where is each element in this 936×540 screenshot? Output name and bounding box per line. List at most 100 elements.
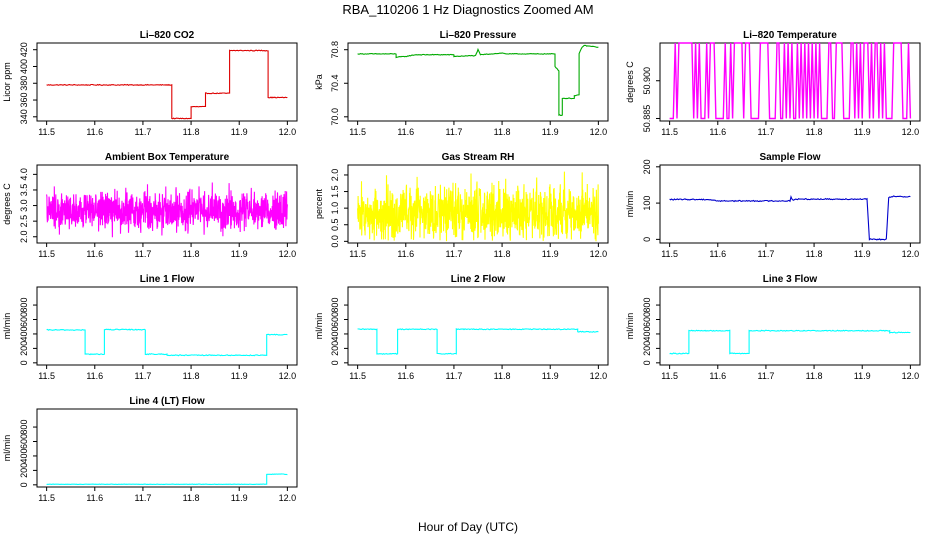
panel-7: Line 1 Flow ml/min 11.5 11.6 11.7 11.8 11.9 12.… (2, 274, 298, 381)
x-tick-label: 11.9 (542, 249, 559, 259)
plot-frame (347, 164, 609, 244)
y-tick-label: 600 (642, 312, 652, 327)
panel-4: Ambient Box Temperature degrees C 11.5 11.6… (2, 152, 298, 259)
y-tick-label: 3.0 (19, 199, 29, 212)
series-line (46, 328, 288, 357)
plot-frame (36, 164, 298, 244)
y-tick-label: 2.0 (330, 169, 340, 182)
x-tick-label: 11.6 (86, 249, 103, 259)
panel-8: Line 2 Flow ml/min 11.5 11.6 11.7 11.8 11.9 12.… (314, 274, 609, 381)
x-tick-label: 12.0 (590, 371, 608, 381)
y-axis-label: ml/min (625, 191, 635, 218)
y-tick-label: 600 (19, 312, 29, 327)
y-axis-label: degrees C (625, 61, 635, 103)
x-tick-label: 11.6 (86, 127, 103, 137)
x-tick-label: 11.9 (231, 249, 248, 259)
x-tick-label: 12.0 (279, 249, 297, 259)
series-line (46, 182, 288, 238)
panel-title: Li–820 CO2 (140, 30, 195, 41)
figure-title: RBA_110206 1 Hz Diagnostics Zoomed AM (342, 2, 593, 17)
y-tick-label: 200 (19, 341, 29, 356)
x-tick-label: 11.7 (445, 127, 462, 137)
y-tick-label: 420 (19, 42, 29, 57)
x-tick-label: 11.8 (806, 371, 823, 381)
x-tick-label: 12.0 (902, 371, 920, 381)
x-tick-label: 11.6 (709, 249, 726, 259)
x-tick-label: 11.6 (709, 127, 726, 137)
y-tick-label: 200 (642, 159, 652, 174)
x-tick-label: 12.0 (902, 249, 920, 259)
x-tick-label: 11.5 (661, 127, 678, 137)
panel-title: Line 2 Flow (451, 274, 506, 285)
x-tick-label: 11.7 (134, 493, 151, 503)
x-tick-label: 11.5 (349, 127, 366, 137)
panel-title: Line 3 Flow (763, 274, 818, 285)
x-tick-label: 11.8 (494, 371, 511, 381)
figure-xlabel: Hour of Day (UTC) (418, 520, 518, 534)
series-line (46, 49, 288, 120)
y-tick-label: 380 (19, 76, 29, 91)
y-tick-label: 400 (330, 326, 340, 341)
x-tick-label: 11.7 (134, 127, 151, 137)
x-tick-label: 11.5 (38, 127, 55, 137)
series-line (669, 42, 912, 120)
panel-title: Gas Stream RH (442, 152, 515, 163)
y-tick-label: 400 (19, 59, 29, 74)
x-tick-label: 11.9 (854, 371, 871, 381)
y-tick-label: 2.5 (19, 215, 29, 228)
x-tick-label: 11.5 (349, 249, 366, 259)
panel-1: Li–820 CO2 Licor ppm 11.5 11.6 11.7 11.8 11.9 1… (2, 30, 298, 137)
y-tick-label: 70.0 (330, 108, 340, 126)
y-tick-label: 800 (19, 298, 29, 313)
panel-title: Li–820 Pressure (440, 30, 517, 41)
y-tick-label: 600 (19, 434, 29, 449)
y-tick-label: 100 (642, 196, 652, 211)
x-tick-label: 11.5 (349, 371, 366, 381)
panel-title: Ambient Box Temperature (105, 152, 230, 163)
y-tick-label: 50.885 (642, 105, 652, 133)
x-tick-label: 11.8 (183, 127, 200, 137)
plot-frame (659, 164, 921, 244)
y-tick-label: 200 (19, 463, 29, 478)
x-tick-label: 11.8 (806, 249, 823, 259)
x-tick-label: 12.0 (279, 371, 297, 381)
y-tick-label: 400 (19, 448, 29, 463)
y-tick-label: 600 (330, 312, 340, 327)
y-tick-label: 200 (642, 341, 652, 356)
x-tick-label: 11.6 (397, 127, 414, 137)
panel-9: Line 3 Flow ml/min 11.5 11.6 11.7 11.8 11.9 12.… (625, 274, 921, 381)
series-line (357, 171, 599, 242)
x-tick-label: 11.7 (445, 249, 462, 259)
series-line (669, 329, 911, 355)
plot-frame (347, 42, 609, 122)
x-tick-label: 11.5 (661, 371, 678, 381)
y-tick-label: 800 (642, 298, 652, 313)
x-tick-label: 11.7 (134, 249, 151, 259)
x-tick-label: 11.6 (709, 371, 726, 381)
y-tick-label: 400 (642, 326, 652, 341)
x-tick-label: 11.8 (183, 493, 200, 503)
y-axis-label: ml/min (2, 435, 12, 462)
x-tick-label: 11.9 (542, 371, 559, 381)
series-line (357, 328, 599, 355)
x-tick-label: 11.9 (854, 127, 871, 137)
panel-title: Line 4 (LT) Flow (129, 396, 205, 407)
y-tick-label: 340 (19, 109, 29, 124)
x-tick-label: 11.8 (494, 249, 511, 259)
y-tick-label: 800 (330, 298, 340, 313)
panel-3: Li–820 Temperature degrees C 11.5 11.6 11.7 1… (625, 30, 921, 137)
x-tick-label: 11.8 (183, 249, 200, 259)
y-tick-label: 0 (642, 360, 652, 365)
y-tick-label: 4.0 (19, 168, 29, 181)
x-tick-label: 11.7 (757, 127, 774, 137)
x-tick-label: 11.9 (231, 493, 248, 503)
x-tick-label: 12.0 (279, 127, 297, 137)
x-tick-label: 12.0 (279, 493, 297, 503)
y-axis-label: ml/min (314, 313, 324, 340)
y-axis-label: Licor ppm (2, 62, 12, 102)
y-tick-label: 800 (19, 420, 29, 435)
series-line (669, 194, 911, 241)
x-tick-label: 11.5 (661, 249, 678, 259)
x-tick-label: 11.7 (445, 371, 462, 381)
panel-title: Li–820 Temperature (743, 30, 837, 41)
